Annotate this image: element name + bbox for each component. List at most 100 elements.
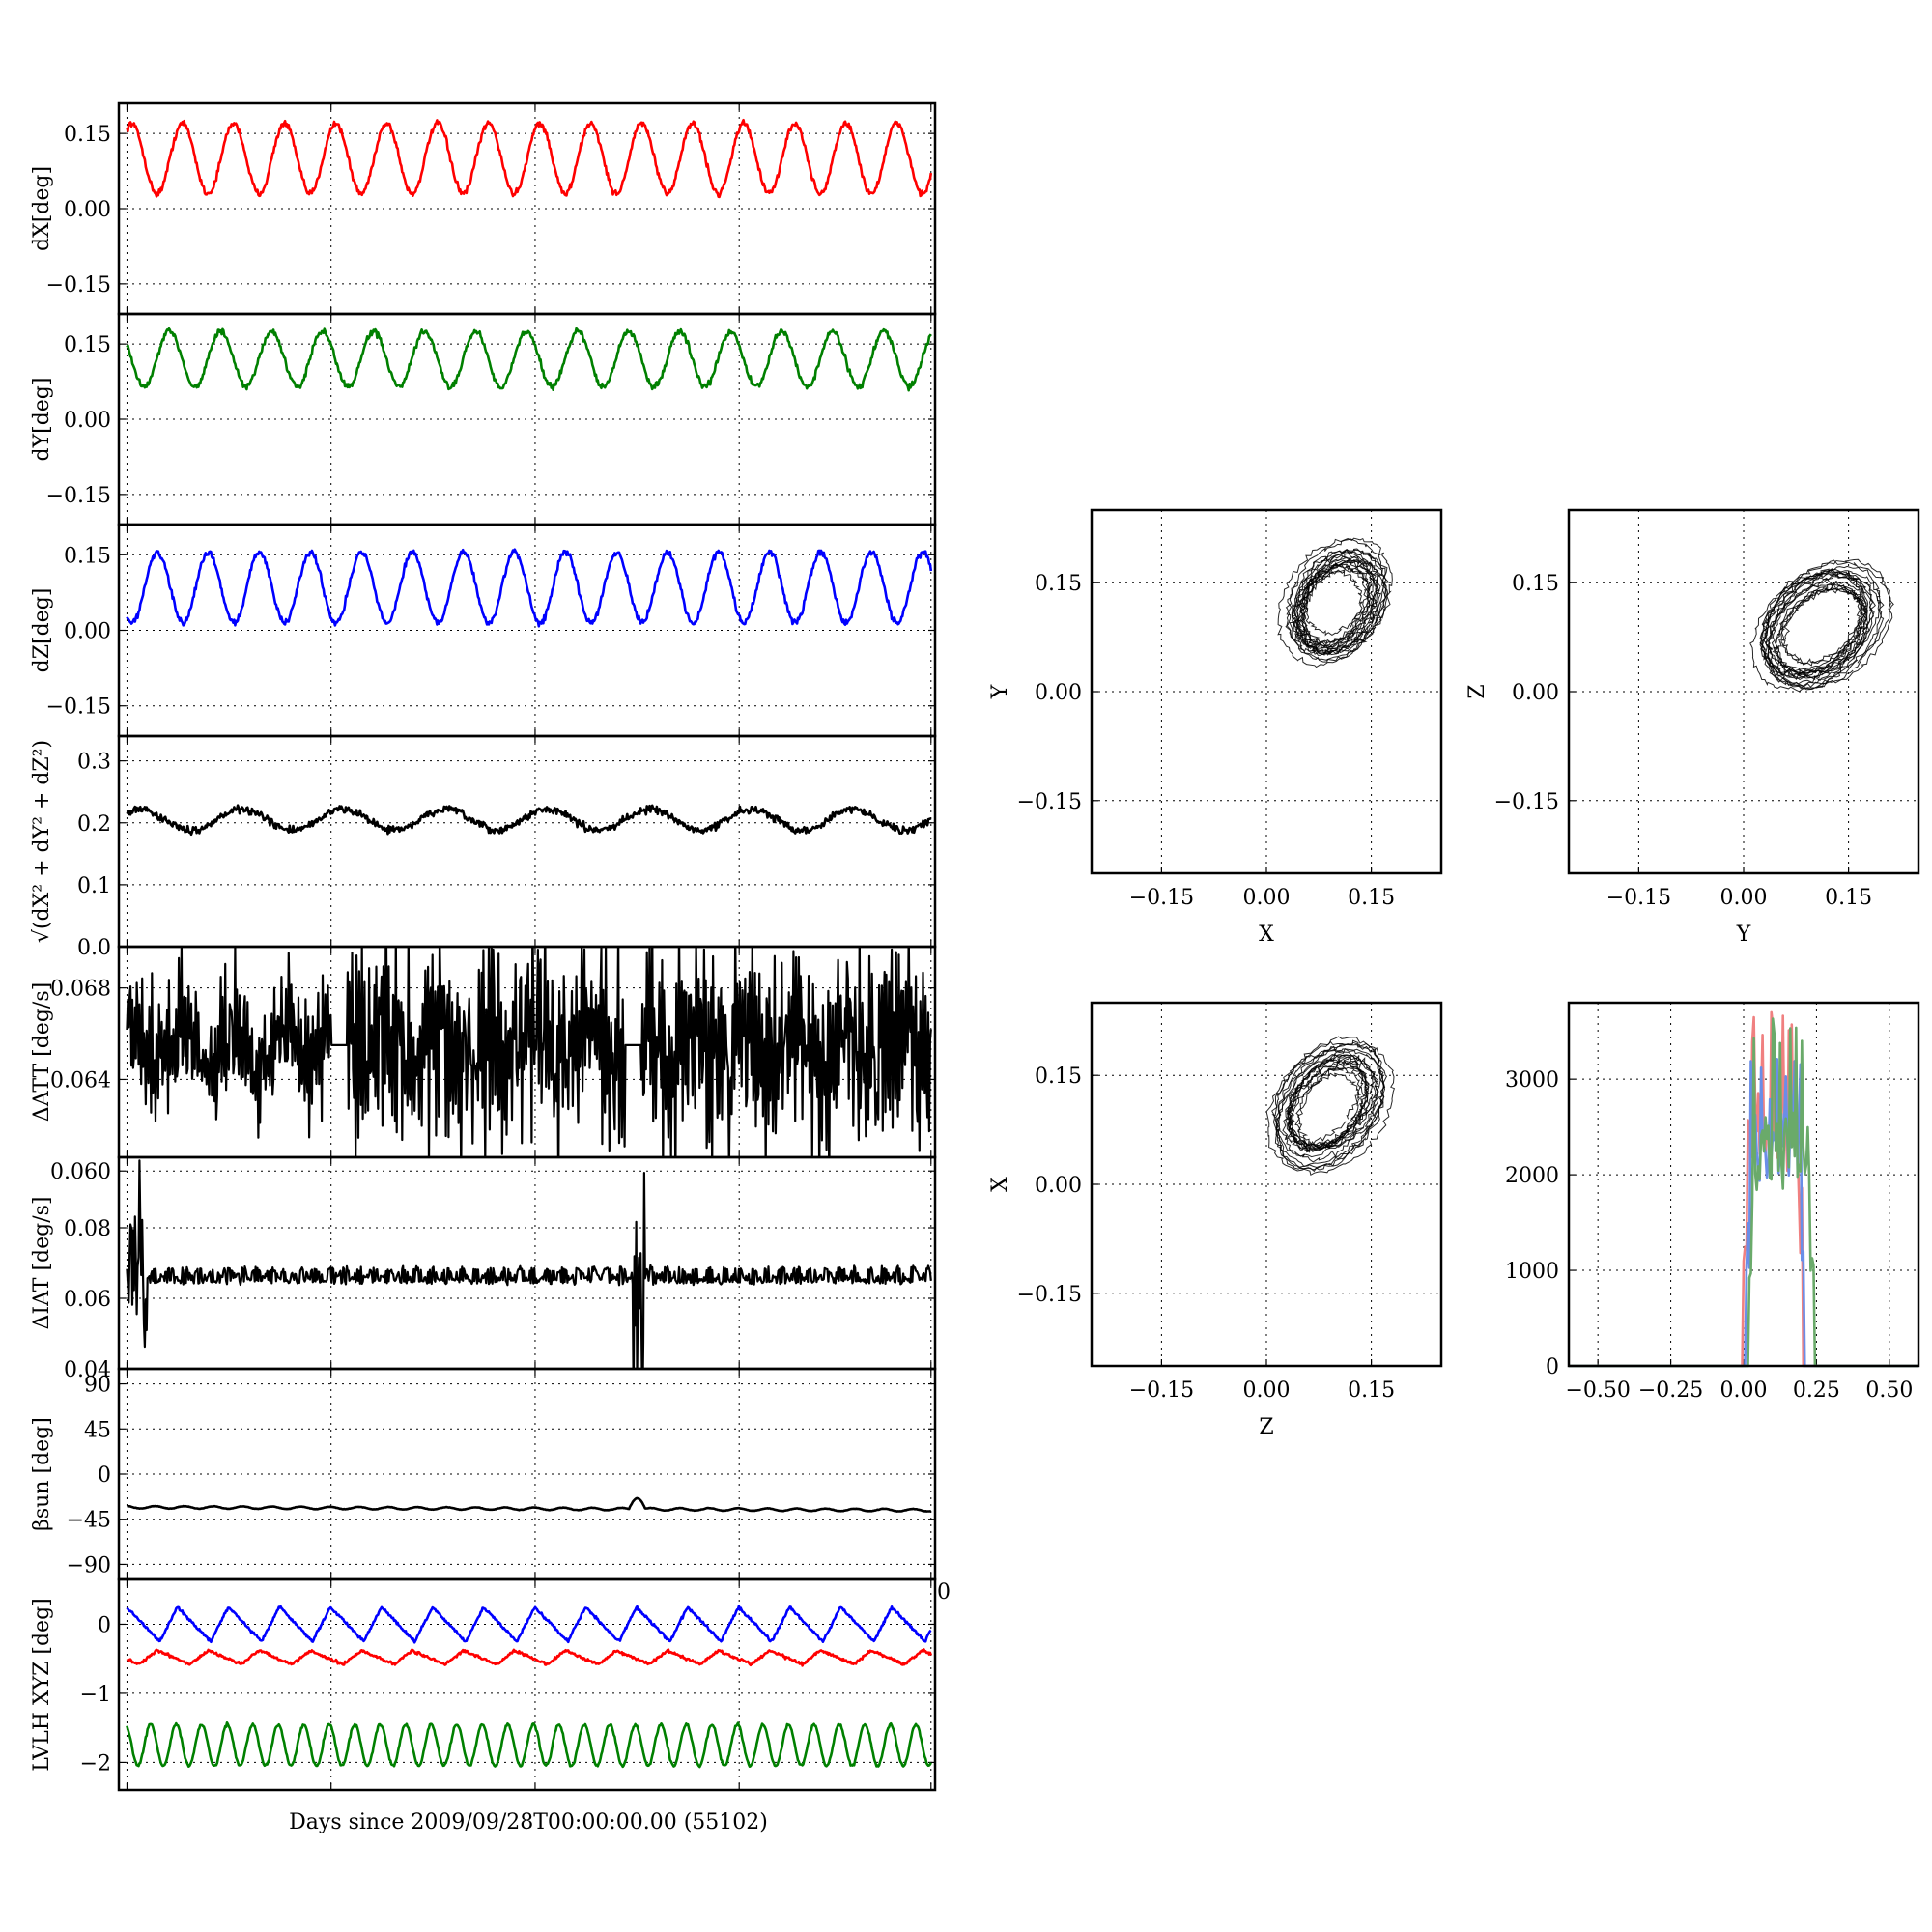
- ylabel-YZ: Z: [1465, 684, 1490, 698]
- panel-beta: 90 45 0 −45 −90 βsun [deg]: [30, 1367, 937, 1581]
- ytick-label-mag-3: 0.0: [77, 936, 111, 960]
- ytick-label-att-1: 0.064: [50, 1068, 111, 1093]
- xtick-label-XY-0: −0.15: [1129, 886, 1194, 910]
- panel-dY: 0.15 0.00 −0.15 dY[deg]: [30, 312, 937, 526]
- ytick-label-XY-2: −0.15: [1017, 790, 1082, 814]
- trajectory-XY-17: [1297, 557, 1380, 655]
- ytick-label-lvlh-1: −1: [80, 1683, 111, 1707]
- xtick-label-YZ-1: 0.00: [1720, 886, 1768, 910]
- trajectory-ZX-11: [1288, 1060, 1370, 1150]
- ytick-label-XY-1: 0.00: [1035, 681, 1082, 705]
- ylabel-mag: √(dX² + dY² + dZ²): [30, 740, 54, 943]
- ylabel-ZX: X: [988, 1177, 1012, 1192]
- series-line-iat-0: [126, 1159, 932, 1369]
- panel-iat: 0.08 0.06 0.04 ΔIAT [deg/s]: [30, 1155, 937, 1382]
- ytick-label-hist-2: 1000: [1505, 1260, 1559, 1284]
- trajectory-YZ-5: [1780, 583, 1861, 666]
- ytick-label-iat-2: 0.04: [64, 1358, 111, 1382]
- xtick-label-hist-1: −0.25: [1638, 1378, 1703, 1403]
- panels-group: 0.150.00−0.15dX[deg]0.150.00−0.15dY[deg]…: [30, 101, 1920, 1792]
- ytick-label-iat-0: 0.08: [64, 1217, 111, 1241]
- ytick-label-dZ-2: −0.15: [46, 696, 111, 720]
- xtick-label-XY-2: 0.15: [1348, 886, 1395, 910]
- frame-XY: [1090, 508, 1443, 875]
- trajectory-ZX-16: [1274, 1048, 1385, 1169]
- series-line-att-0: [126, 947, 932, 1157]
- trajectory-XY-3: [1299, 564, 1372, 645]
- trajectory-XY-5: [1291, 562, 1369, 649]
- ytick-label-ZX-2: −0.15: [1017, 1283, 1082, 1307]
- trajectory-YZ-6: [1771, 572, 1876, 674]
- series-line-lvlh-1: [126, 1648, 933, 1667]
- ytick-label-beta-4: −90: [67, 1553, 111, 1577]
- panel-YZ: −0.15 0.00 0.15 0.15 0.00 −0.15 Y Z: [1465, 508, 1920, 947]
- ytick-label-ZX-1: 0.00: [1035, 1174, 1082, 1198]
- panel-ZX: −0.15 0.00 0.15 0.15 0.00 −0.15 Z X: [988, 1001, 1443, 1439]
- ytick-label-mag-0: 0.3: [77, 751, 111, 775]
- trajectory-ZX-12: [1271, 1036, 1383, 1158]
- series-line-lvlh-0: [126, 1605, 932, 1644]
- frame-ZX: [1090, 1001, 1443, 1368]
- trajectory-XY-16: [1300, 568, 1371, 644]
- xtick-label-ZX-0: −0.15: [1129, 1378, 1194, 1403]
- trajectory-XY-9: [1277, 538, 1390, 668]
- ytick-label-hist-0: 3000: [1505, 1068, 1559, 1093]
- xlabel-XY: X: [1259, 923, 1274, 947]
- trajectory-XY-14: [1294, 554, 1382, 656]
- ytick-label-dX-0: 0.15: [64, 123, 111, 147]
- ylabel-iat: ΔIAT [deg/s]: [30, 1197, 54, 1330]
- ytick-label-XY-0: 0.15: [1035, 572, 1082, 596]
- panel-mag: 0.3 0.2 0.1 0.0 √(dX² + dY² + dZ²): [30, 734, 937, 960]
- panel-dZ: 0.15 0.00 −0.15 dZ[deg]: [30, 523, 937, 738]
- ylabel-dY: dY[deg]: [30, 378, 54, 462]
- data-iat: [126, 1159, 932, 1369]
- series-line-dZ-0: [126, 548, 933, 628]
- series-line-mag-0: [126, 804, 932, 837]
- xtick-label-YZ-0: −0.15: [1606, 886, 1671, 910]
- xtick-label-hist-0: −0.50: [1565, 1378, 1630, 1403]
- xtick-label-hist-3: 0.25: [1793, 1378, 1840, 1403]
- series-line-dY-0: [126, 327, 932, 392]
- trajectory-YZ-1: [1767, 565, 1894, 690]
- ylabel-att: ΔATT [deg/s]: [30, 982, 54, 1122]
- xtick-label-ZX-1: 0.00: [1243, 1378, 1291, 1403]
- ytick-label-dX-2: −0.15: [46, 273, 111, 298]
- ytick-label-YZ-0: 0.15: [1512, 572, 1559, 596]
- panel-XY: −0.15 0.00 0.15 0.15 0.00 −0.15 X Y: [988, 508, 1443, 947]
- xtick-label-XY-1: 0.00: [1243, 886, 1291, 910]
- data-dY: [126, 327, 932, 392]
- ytick-label-ZX-0: 0.15: [1035, 1065, 1082, 1089]
- xtick-label-YZ-2: 0.15: [1825, 886, 1872, 910]
- main-x-axis-label: Days since 2009/09/28T00:00:00.00 (55102…: [289, 1810, 768, 1834]
- panel-att: 0.068 0.064 0.060 ΔATT [deg/s]: [30, 945, 937, 1184]
- xtick-label-hist-4: 0.50: [1865, 1378, 1913, 1403]
- ytick-label-dZ-0: 0.15: [64, 544, 111, 568]
- trajectory-ZX-14: [1276, 1042, 1396, 1177]
- ytick-label-YZ-2: −0.15: [1494, 790, 1559, 814]
- data-mag: [126, 804, 932, 837]
- trajectory-XY-15: [1292, 548, 1385, 656]
- frame-hist: [1567, 1001, 1920, 1368]
- series-line-beta-0: [127, 1496, 932, 1513]
- trajectory-ZX-17: [1286, 1055, 1368, 1147]
- frame-iat: [117, 1155, 937, 1371]
- ytick-label-beta-0: 90: [84, 1374, 111, 1398]
- ytick-label-lvlh-0: 0: [98, 1613, 111, 1637]
- ylabel-dZ: dZ[deg]: [30, 588, 54, 673]
- frame-mag: [117, 734, 937, 949]
- ytick-label-beta-3: −45: [67, 1509, 111, 1533]
- ylabel-beta: βsun [deg]: [30, 1417, 54, 1531]
- ytick-label-dX-1: 0.00: [64, 198, 111, 222]
- xtick-overflow-label-lvlh: 0: [937, 1580, 951, 1605]
- ytick-label-YZ-1: 0.00: [1512, 681, 1559, 705]
- ytick-label-dY-2: −0.15: [46, 484, 111, 508]
- trajectory-ZX-2: [1282, 1054, 1379, 1163]
- trajectory-YZ-17: [1760, 573, 1873, 685]
- ytick-label-dY-1: 0.00: [64, 409, 111, 433]
- panel-dX: 0.15 0.00 −0.15 dX[deg]: [30, 101, 937, 316]
- ylabel-dX: dX[deg]: [30, 166, 54, 251]
- ytick-label-hist-3: 0: [1546, 1355, 1559, 1379]
- data-dX: [126, 118, 933, 199]
- trajectory-XY-11: [1298, 559, 1376, 648]
